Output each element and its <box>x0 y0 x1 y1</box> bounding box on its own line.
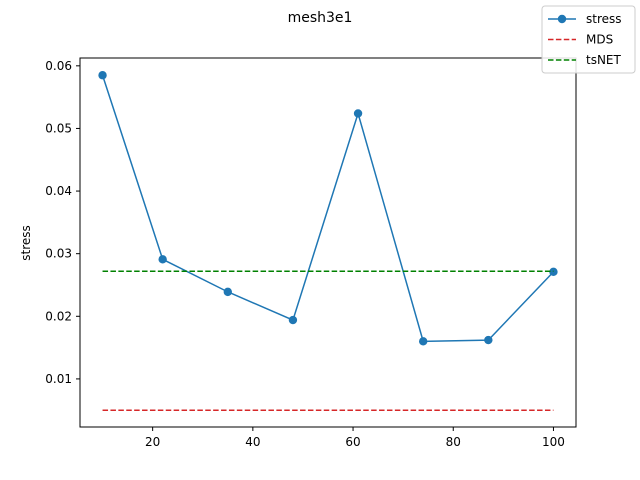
data-point-stress-2 <box>158 255 167 264</box>
axes-frame <box>79 57 577 428</box>
x-tick-label: 100 <box>542 435 565 449</box>
data-point-stress-4 <box>288 315 298 325</box>
x-tick-label: 20 <box>145 435 160 449</box>
y-tick-label: 0.06 <box>45 59 72 73</box>
legend-label-stress: stress <box>586 12 622 26</box>
y-axis-label: stress <box>19 225 33 261</box>
data-point-stress-8 <box>549 267 558 277</box>
series-line-stress <box>101 74 554 343</box>
data-point-stress-5 <box>353 109 363 118</box>
plot-area <box>98 71 558 411</box>
y-tick-label: 0.05 <box>45 121 72 135</box>
data-point-stress-7 <box>484 335 493 345</box>
data-point-stress-3 <box>223 287 232 297</box>
y-tick-label: 0.02 <box>45 309 72 323</box>
chart-title: mesh3e1 <box>288 10 353 26</box>
y-tick-label: 0.03 <box>45 247 72 261</box>
axes: 20 40 60 80 100 0.01 0.02 0.03 0.04 0.05 0.06 <box>45 57 577 449</box>
data-point-stress-1 <box>98 71 107 80</box>
legend-box <box>541 5 636 74</box>
legend-marker-stress <box>557 14 567 24</box>
y-tick-label: 0.04 <box>45 184 72 198</box>
x-tick-label: 40 <box>245 435 260 449</box>
data-point-stress-6 <box>418 337 428 346</box>
legend-label-tsnet: tsNET <box>586 53 622 67</box>
y-tick-label: 0.01 <box>45 372 72 386</box>
legend-label-mds: MDS <box>586 33 613 47</box>
legend: stress MDS tsNET <box>541 5 636 74</box>
x-tick-label: 60 <box>345 435 360 449</box>
x-tick-label: 80 <box>446 435 461 449</box>
